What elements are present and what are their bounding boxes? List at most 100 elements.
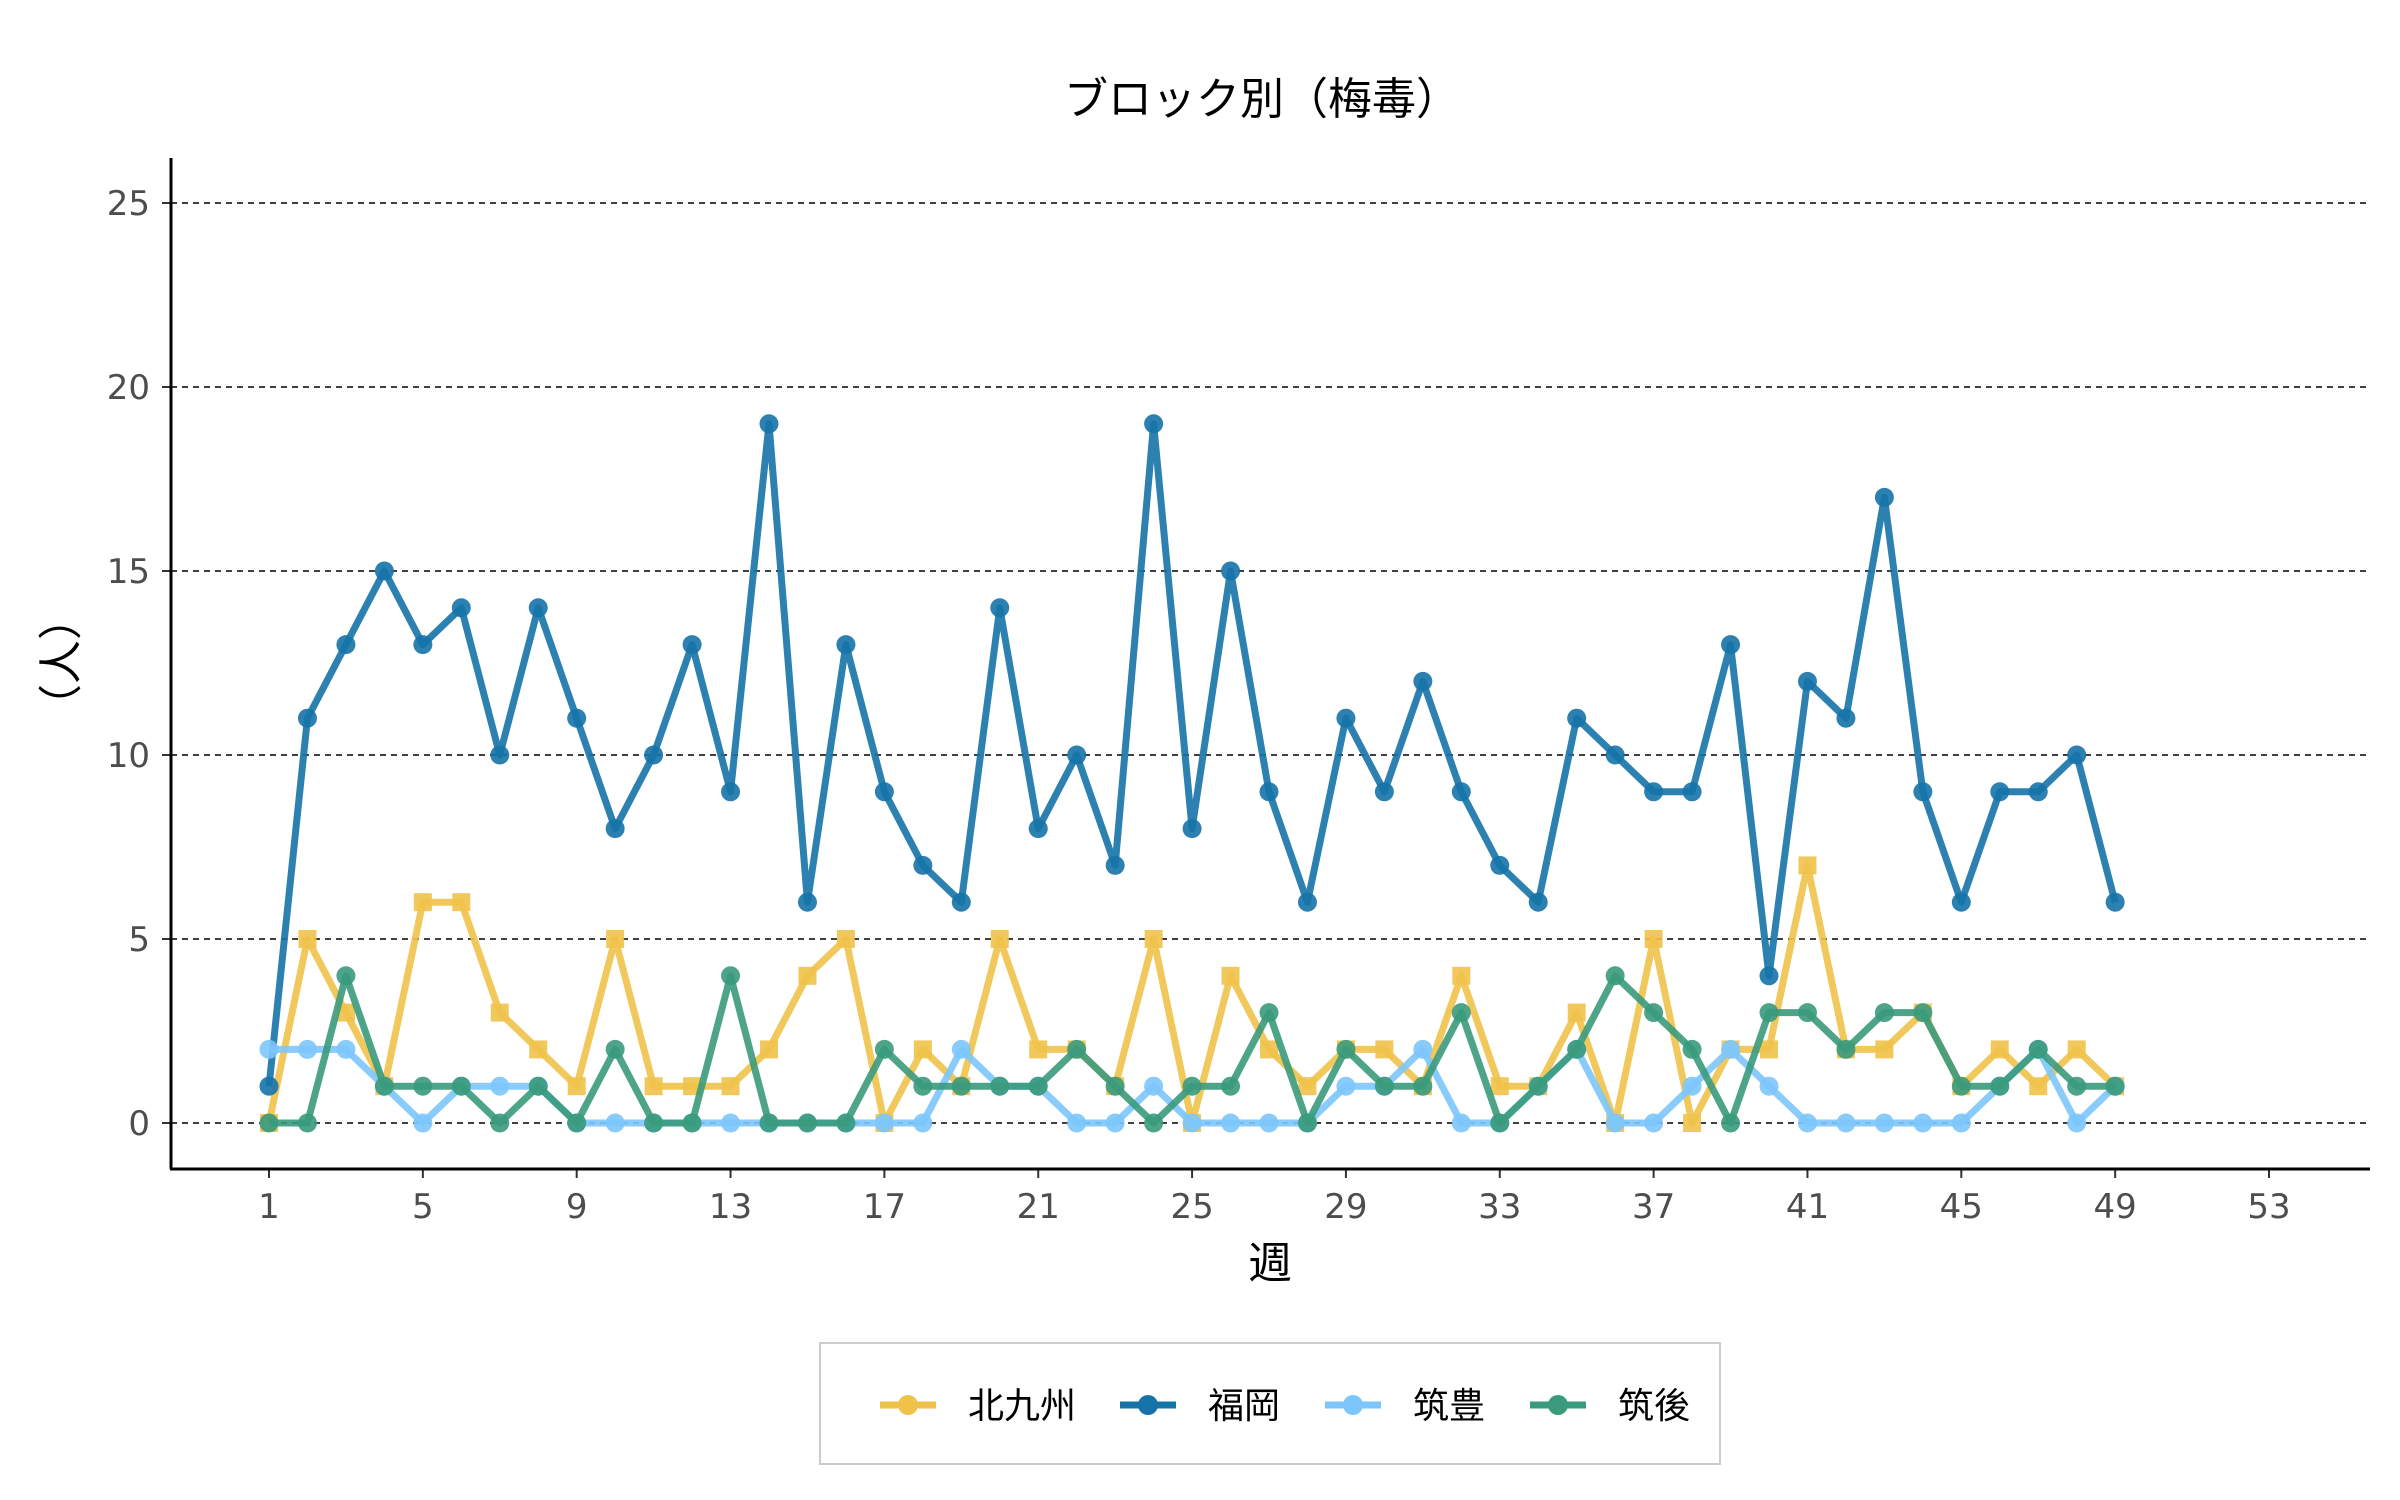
- data-point: [2105, 892, 2125, 912]
- data-point: [760, 1040, 778, 1059]
- data-point: [1875, 1040, 1894, 1059]
- x-tick-label: 37: [1632, 1187, 1675, 1227]
- data-point: [1374, 1076, 1394, 1096]
- legend-swatch-marker: [1138, 1395, 1158, 1415]
- data-point: [336, 1003, 355, 1022]
- y-axis-label: （人）: [36, 596, 87, 728]
- data-point: [1452, 966, 1471, 985]
- data-point: [528, 1076, 548, 1096]
- data-point: [1759, 966, 1779, 986]
- data-point: [1105, 855, 1125, 875]
- data-point: [1721, 635, 1741, 655]
- data-point: [451, 598, 471, 618]
- data-point: [490, 1076, 510, 1096]
- legend: 北九州 福岡 筑豊 筑後: [819, 1342, 1721, 1465]
- data-point: [797, 1113, 817, 1133]
- data-point: [913, 1040, 932, 1059]
- data-point: [259, 1113, 279, 1133]
- data-point: [836, 1113, 856, 1133]
- x-tick-label: 13: [709, 1187, 752, 1227]
- data-point: [1144, 930, 1163, 948]
- data-point: [1951, 1113, 1971, 1133]
- data-point: [413, 893, 432, 912]
- x-tick-label: 29: [1324, 1187, 1367, 1227]
- data-point: [1990, 1040, 2009, 1059]
- data-point: [1182, 819, 1202, 839]
- x-tick-label: 25: [1170, 1187, 1213, 1227]
- data-point: [1144, 414, 1164, 434]
- data-point: [951, 892, 971, 912]
- data-point: [297, 1039, 317, 1059]
- data-point: [1221, 1076, 1241, 1096]
- data-point: [644, 1077, 663, 1096]
- data-point: [567, 1113, 587, 1133]
- data-point: [1374, 782, 1394, 802]
- data-point: [2067, 1040, 2086, 1059]
- data-point: [1144, 1113, 1164, 1133]
- data-point: [1721, 1113, 1741, 1133]
- data-point: [721, 1077, 740, 1096]
- y-axis-ticks: 0 5 10 15 20 25: [107, 184, 171, 1144]
- data-point: [990, 930, 1009, 948]
- data-point: [528, 598, 548, 618]
- data-point: [1375, 1040, 1394, 1059]
- data-point: [1490, 1077, 1509, 1096]
- data-point: [1567, 708, 1587, 728]
- data-point: [644, 745, 664, 765]
- legend-swatch-marker: [1548, 1395, 1568, 1415]
- data-point: [1797, 1113, 1817, 1133]
- data-point: [913, 1113, 933, 1133]
- data-point: [721, 966, 741, 986]
- data-point: [1683, 1114, 1702, 1132]
- data-point: [1451, 782, 1471, 802]
- data-point: [1451, 1113, 1471, 1133]
- legend-label: 福岡: [1208, 1386, 1280, 1427]
- data-point: [490, 745, 510, 765]
- data-point: [1413, 1076, 1433, 1096]
- data-point: [1836, 708, 1856, 728]
- data-point: [2105, 1076, 2125, 1096]
- x-tick-label: 49: [2094, 1187, 2137, 1227]
- legend-swatch-marker: [898, 1395, 918, 1415]
- data-point: [1759, 1003, 1779, 1023]
- data-point: [1451, 1003, 1471, 1023]
- data-point: [1413, 1039, 1433, 1059]
- x-tick-label: 45: [1940, 1187, 1983, 1227]
- data-point: [951, 1076, 971, 1096]
- data-point: [1605, 1113, 1625, 1133]
- data-point: [2067, 1113, 2087, 1133]
- data-point: [1797, 671, 1817, 691]
- data-point: [1913, 1003, 1933, 1023]
- data-point: [913, 1076, 933, 1096]
- data-point: [1336, 1039, 1356, 1059]
- data-point: [297, 708, 317, 728]
- data-point: [1259, 1113, 1279, 1133]
- data-point: [413, 1113, 433, 1133]
- data-point: [1182, 1113, 1202, 1133]
- data-point: [297, 1113, 317, 1133]
- data-point: [1144, 1076, 1164, 1096]
- data-point: [2067, 745, 2087, 765]
- data-point: [1913, 1113, 1933, 1133]
- legend-label: 筑後: [1618, 1386, 1690, 1427]
- data-point: [490, 1003, 509, 1022]
- data-point: [606, 930, 625, 948]
- data-point: [298, 930, 317, 948]
- data-point: [1490, 855, 1510, 875]
- data-point: [1951, 1076, 1971, 1096]
- data-point: [1874, 1003, 1894, 1023]
- data-point: [567, 708, 587, 728]
- data-point: [413, 635, 433, 655]
- data-point: [1105, 1113, 1125, 1133]
- data-point: [2029, 1077, 2048, 1096]
- data-point: [1297, 892, 1317, 912]
- data-point: [1644, 782, 1664, 802]
- data-point: [1528, 1076, 1548, 1096]
- data-point: [2028, 1039, 2048, 1059]
- data-point: [1721, 1039, 1741, 1059]
- data-point: [1182, 1076, 1202, 1096]
- legend-item: 北九州: [880, 1386, 1076, 1427]
- y-tick-label: 25: [107, 184, 150, 224]
- data-point: [759, 1113, 779, 1133]
